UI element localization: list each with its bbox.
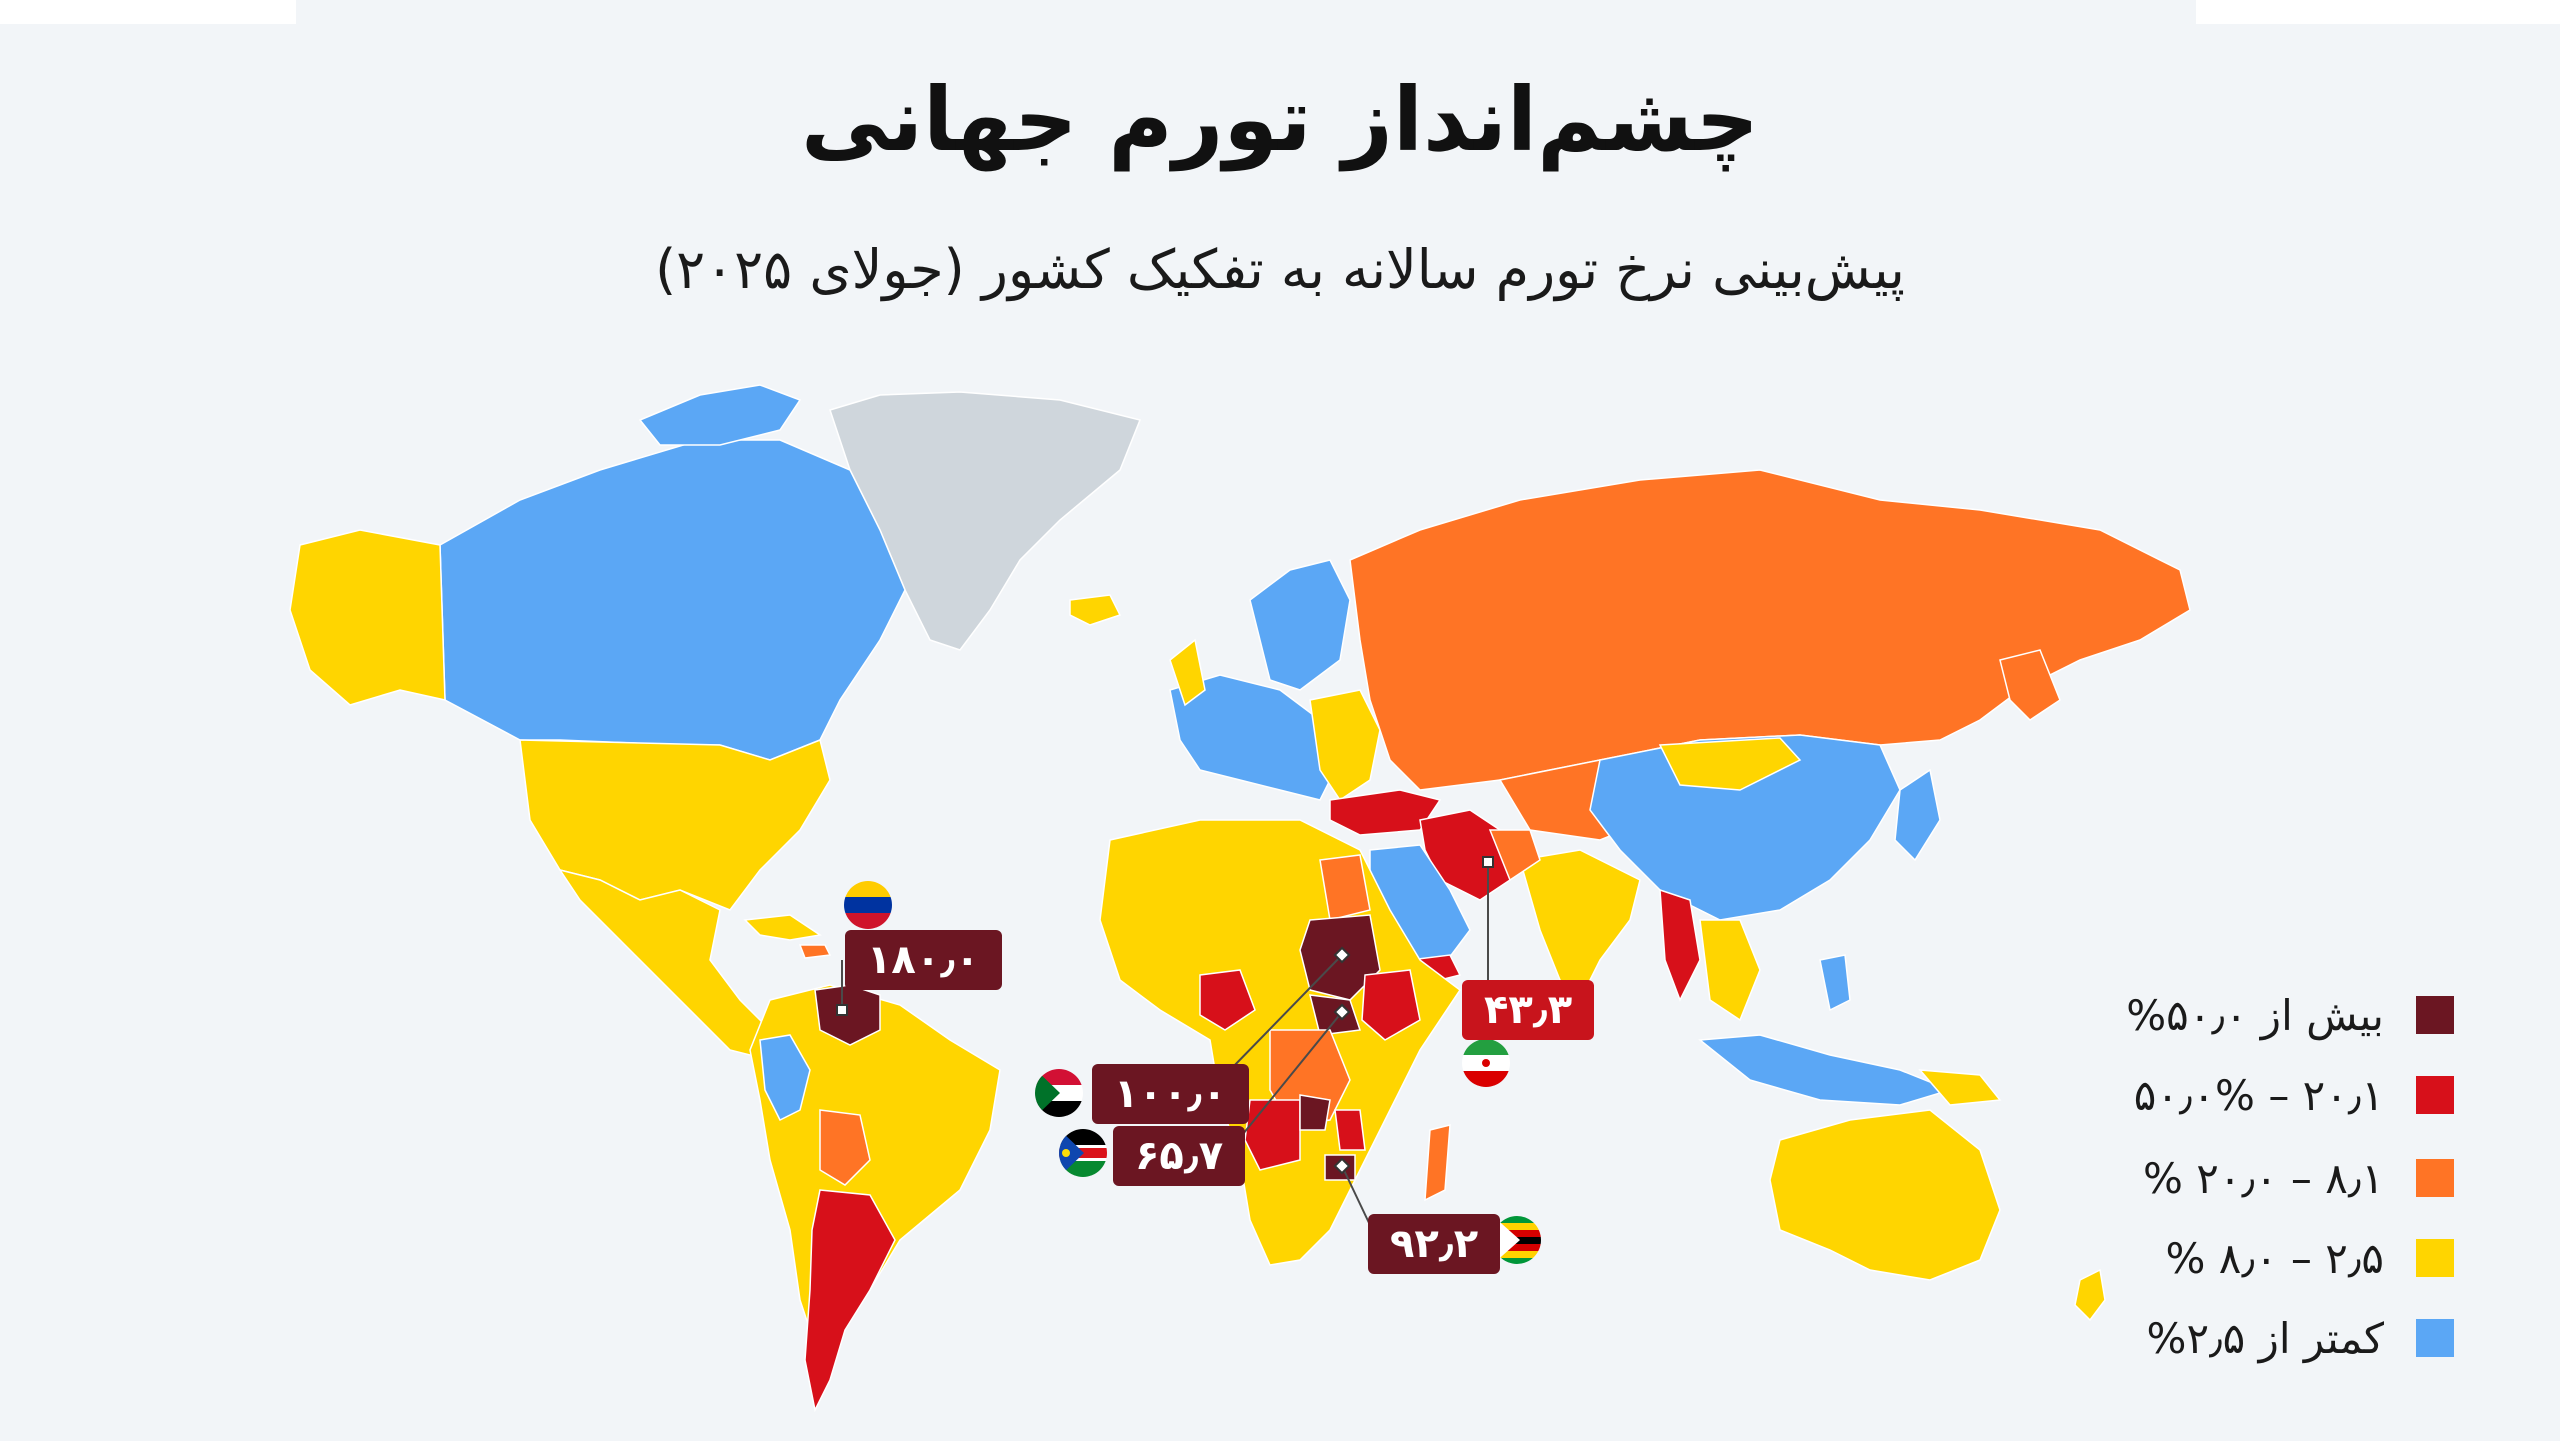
leader-south-sudan: [1229, 1011, 1343, 1151]
region-western-europe: [1169, 674, 1341, 801]
region-turkey: [1329, 789, 1442, 836]
region-kamchatka: [1999, 649, 2061, 721]
zimbabwe-flag-icon: [1493, 1216, 1541, 1264]
region-andes-west: [759, 1034, 811, 1122]
legend-label: ۸٫۱ – ۲۰٫۰ %: [2142, 1153, 2384, 1203]
region-drc: [1299, 1094, 1331, 1131]
region-mongolia: [1658, 737, 1802, 791]
region-philippines: [1819, 954, 1851, 1012]
marker-zimbabwe: [1333, 1157, 1351, 1175]
legend-label: کمتر از ۲٫۵%: [2146, 1313, 2384, 1363]
region-australia: [1769, 1109, 2001, 1281]
region-india: [1519, 849, 1641, 1002]
region-argentina: [804, 1189, 896, 1413]
top-strip-right: [2196, 0, 2560, 24]
region-new-zealand: [2074, 1268, 2106, 1322]
callout-zimbabwe: ۹۲٫۲: [1368, 1214, 1501, 1274]
region-usa: [519, 738, 831, 911]
region-canada: [439, 439, 906, 761]
leader-zimbabwe: [1341, 1165, 1371, 1226]
region-afghanistan: [1488, 829, 1541, 882]
region-south-sudan: [1309, 994, 1362, 1036]
region-mexico: [558, 868, 781, 1061]
callout-sudan: ۱۰۰٫۰: [1092, 1064, 1249, 1124]
region-egypt: [1319, 854, 1371, 921]
leader-sudan: [1229, 954, 1343, 1071]
south-sudan-flag-icon: [1059, 1129, 1107, 1177]
marker-iran: [1482, 856, 1494, 868]
region-scandinavia: [1249, 559, 1351, 691]
region-indonesia: [1698, 1034, 1953, 1106]
legend-label: ۲٫۵ – ۸٫۰ %: [2165, 1233, 2385, 1283]
region-myanmar: [1659, 888, 1701, 1002]
region-ethiopia: [1361, 969, 1421, 1041]
region-papua: [1918, 1069, 2002, 1106]
legend-swatch: [2416, 1319, 2454, 1357]
region-malawi: [1334, 1109, 1366, 1151]
region-madagascar: [1424, 1124, 1451, 1202]
region-arctic-islands: [638, 384, 802, 446]
legend-swatch: [2416, 1076, 2454, 1114]
region-nigeria: [1199, 969, 1256, 1031]
region-eastern-europe: [1309, 689, 1381, 802]
legend-swatch: [2416, 996, 2454, 1034]
legend-item-under-2-5: کمتر از ۲٫۵%: [2147, 1308, 2454, 1368]
region-japan: [1894, 768, 1941, 862]
legend-swatch: [2416, 1239, 2454, 1277]
region-southeast-asia: [1699, 919, 1761, 1022]
legend-item-over-50: بیش از ۵۰٫۰%: [2126, 985, 2454, 1045]
iran-flag-icon: [1462, 1039, 1510, 1087]
sudan-flag-icon: [1035, 1069, 1083, 1117]
marker-sudan: [1333, 946, 1351, 964]
legend-item-20-50: ۲۰٫۱ – ۵۰٫۰%: [2134, 1065, 2454, 1125]
page-subtitle: پیش‌بینی نرخ تورم سالانه به تفکیک کشور (…: [655, 238, 1905, 301]
top-strip-left: [0, 0, 296, 24]
region-angola: [1244, 1099, 1301, 1171]
legend-label: بیش از ۵۰٫۰%: [2126, 990, 2384, 1040]
region-alaska: [289, 529, 446, 706]
legend-swatch: [2416, 1159, 2454, 1197]
callout-iran: ۴۳٫۳: [1462, 980, 1595, 1040]
callout-south-sudan: ۶۵٫۷: [1113, 1126, 1246, 1186]
legend-label: ۲۰٫۱ – ۵۰٫۰%: [2133, 1070, 2384, 1120]
region-caribbean: [743, 914, 822, 941]
venezuela-flag-icon: [844, 881, 892, 929]
region-iceland: [1069, 594, 1122, 626]
region-haiti: [798, 944, 832, 959]
region-uk: [1169, 638, 1206, 707]
region-china: [1589, 734, 1901, 921]
page-title: چشم‌انداز تورم جهانی: [800, 68, 1760, 171]
marker-south-sudan: [1333, 1003, 1351, 1021]
legend-item-2-5-8: ۲٫۵ – ۸٫۰ %: [2165, 1228, 2454, 1288]
region-bolivia: [819, 1109, 871, 1186]
legend-item-8-20: ۸٫۱ – ۲۰٫۰ %: [2143, 1148, 2454, 1208]
marker-venezuela: [836, 1004, 848, 1016]
callout-venezuela: ۱۸۰٫۰: [845, 930, 1002, 990]
